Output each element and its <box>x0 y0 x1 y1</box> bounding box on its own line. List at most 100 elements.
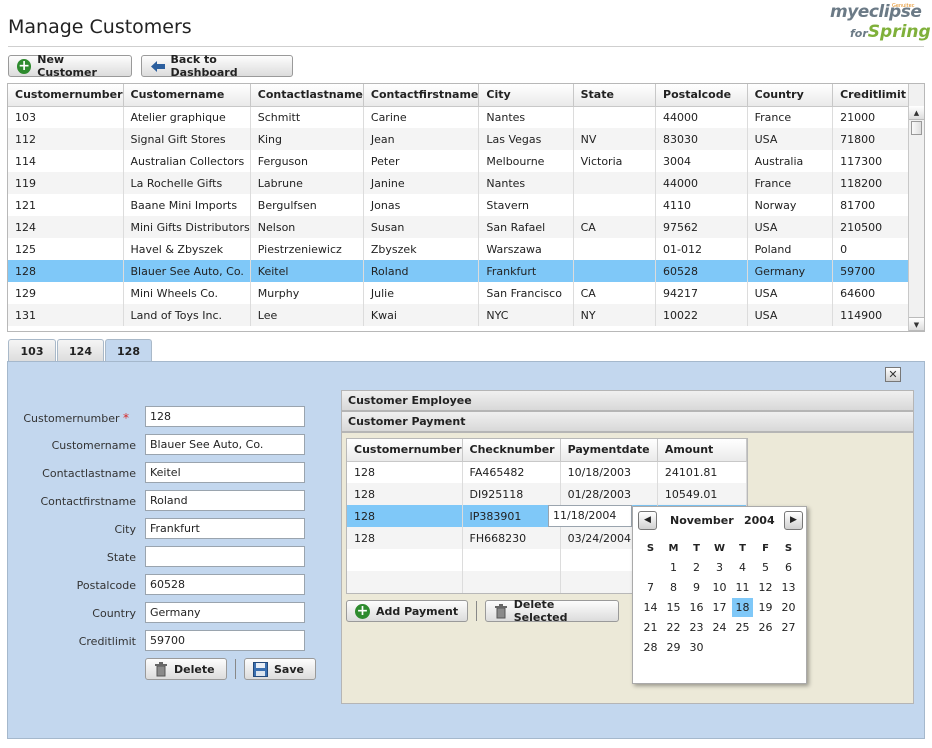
calendar-day[interactable]: 6 <box>785 561 792 574</box>
calendar-day[interactable]: 9 <box>693 581 700 594</box>
calendar-day[interactable]: 29 <box>666 641 681 654</box>
calendar-day[interactable]: 26 <box>758 621 773 634</box>
previous-month-arrow-icon[interactable]: ◀ <box>638 511 657 530</box>
column-header[interactable]: Contactlastname <box>250 84 364 107</box>
field-input-contactlastname[interactable]: Keitel <box>145 462 305 483</box>
column-header[interactable]: Customername <box>123 84 251 107</box>
calendar-day[interactable]: 20 <box>781 601 796 614</box>
calendar-day[interactable]: 17 <box>712 601 727 614</box>
calendar-day[interactable]: 22 <box>666 621 681 634</box>
field-input-contactfirstname[interactable]: Roland <box>145 490 305 511</box>
calendar-day[interactable]: 7 <box>647 581 654 594</box>
plus-icon: + <box>355 602 370 619</box>
table-row[interactable]: 114 Australian Collectors Ferguson Peter Mel… <box>8 150 924 172</box>
table-row[interactable]: 124 Mini Gifts Distributors Nelson Susan San… <box>8 216 924 238</box>
field-input-state[interactable] <box>145 546 305 567</box>
tab-customer-128[interactable]: 128 <box>105 339 152 363</box>
product-logo: myeclipse Genuitec forSpring <box>830 2 931 42</box>
table-row[interactable]: 129 Mini Wheels Co. Murphy Julie San Francis… <box>8 282 924 304</box>
table-cell: 103 <box>8 106 124 128</box>
calendar-day[interactable]: 30 <box>689 641 704 654</box>
table-cell: Melbourne <box>478 150 574 172</box>
table-cell: Zbyszek <box>363 238 480 260</box>
table-cell: NV <box>573 128 657 150</box>
section-customer-payment[interactable]: Customer Payment <box>341 411 914 432</box>
calendar-day[interactable]: 13 <box>781 581 796 594</box>
field-label: Contactlastname <box>42 467 136 480</box>
calendar-day[interactable]: 16 <box>689 601 704 614</box>
calendar-day[interactable]: 1 <box>670 561 677 574</box>
column-header[interactable]: Postalcode <box>655 84 748 107</box>
calendar-day[interactable]: 18 <box>732 598 753 617</box>
calendar-day[interactable]: 5 <box>762 561 769 574</box>
field-input-creditlimit[interactable]: 59700 <box>145 630 305 651</box>
field-input-postalcode[interactable]: 60528 <box>145 574 305 595</box>
calendar-day[interactable]: 2 <box>693 561 700 574</box>
scroll-thumb[interactable] <box>911 121 922 135</box>
table-row[interactable]: 131 Land of Toys Inc. Lee Kwai NYC NY 10022 USA… <box>8 304 924 326</box>
column-header[interactable]: Amount <box>657 439 747 462</box>
field-input-customernumber[interactable]: 128 <box>145 406 305 427</box>
table-cell: 128 <box>347 527 463 549</box>
tab-customer-124[interactable]: 124 <box>57 339 104 362</box>
calendar-day[interactable]: 3 <box>716 561 723 574</box>
calendar-day[interactable]: 14 <box>643 601 658 614</box>
calendar-day[interactable]: 28 <box>643 641 658 654</box>
back-to-dashboard-button[interactable]: Back to Dashboard <box>141 53 293 79</box>
calendar-day[interactable]: 27 <box>781 621 796 634</box>
table-row[interactable]: 128 Blauer See Auto, Co. Keitel Roland Frank… <box>8 260 924 282</box>
table-row[interactable]: 128 DI925118 01/28/2003 10549.01 <box>347 483 747 505</box>
column-header[interactable]: Creditlimit <box>832 84 924 107</box>
field-input-country[interactable]: Germany <box>145 602 305 623</box>
calendar-day[interactable]: 10 <box>712 581 727 594</box>
table-row[interactable]: 112 Signal Gift Stores King Jean Las Vegas NV… <box>8 128 924 150</box>
close-icon[interactable]: ✕ <box>885 367 901 382</box>
table-row[interactable]: 125 Havel & Zbyszek Piestrzeniewicz Zbyszek… <box>8 238 924 260</box>
calendar-day[interactable]: 25 <box>735 621 750 634</box>
delete-selected-button[interactable]: Delete Selected <box>485 598 619 624</box>
section-customer-employee[interactable]: Customer Employee <box>341 390 914 411</box>
column-header[interactable]: City <box>478 84 574 107</box>
calendar-day[interactable]: 8 <box>670 581 677 594</box>
column-header[interactable]: Country <box>747 84 834 107</box>
column-header[interactable]: Paymentdate <box>560 439 658 462</box>
calendar-day[interactable]: 23 <box>689 621 704 634</box>
grid-scrollbar[interactable]: ▲ ▼ <box>908 84 924 331</box>
payment-date-editor[interactable]: 11/18/2004 <box>548 505 632 527</box>
customers-grid[interactable]: Customernumber Customername Contactlastnam… <box>7 83 925 332</box>
table-cell: Ferguson <box>250 150 364 172</box>
table-cell: 83030 <box>655 128 748 150</box>
table-row[interactable]: 121 Baane Mini Imports Bergulfsen Jonas Stav… <box>8 194 924 216</box>
calendar-day[interactable]: 15 <box>666 601 681 614</box>
table-row[interactable]: 119 La Rochelle Gifts Labrune Janine Nantes 4… <box>8 172 924 194</box>
calendar-day[interactable]: 19 <box>758 601 773 614</box>
delete-button[interactable]: Delete <box>145 658 227 680</box>
scroll-down-arrow-icon[interactable]: ▼ <box>909 317 924 331</box>
column-header[interactable]: State <box>573 84 657 107</box>
next-month-arrow-icon[interactable]: ▶ <box>784 511 803 530</box>
save-button[interactable]: Save <box>244 658 316 680</box>
weekday-label: T <box>693 543 700 554</box>
add-payment-button[interactable]: + Add Payment <box>346 600 468 622</box>
scroll-up-arrow-icon[interactable]: ▲ <box>909 106 924 120</box>
table-row[interactable]: 128 FA465482 10/18/2003 24101.81 <box>347 461 747 483</box>
field-input-city[interactable]: Frankfurt <box>145 518 305 539</box>
table-row[interactable]: 103 Atelier graphique Schmitt Carine Nantes 4… <box>8 106 924 128</box>
calendar-day[interactable]: 21 <box>643 621 658 634</box>
column-header[interactable]: Customernumber <box>8 84 124 107</box>
plus-icon: + <box>17 57 32 74</box>
calendar-day[interactable]: 24 <box>712 621 727 634</box>
table-cell: Stavern <box>478 194 574 216</box>
column-header[interactable]: Customernumber <box>347 439 463 462</box>
field-input-customername[interactable]: Blauer See Auto, Co. <box>145 434 305 455</box>
column-header[interactable]: Checknumber <box>462 439 561 462</box>
table-cell: Mini Gifts Distributors <box>123 216 251 238</box>
calendar-day[interactable]: 4 <box>739 561 746 574</box>
new-customer-button[interactable]: + New Customer <box>8 53 132 79</box>
date-picker-calendar[interactable]: ◀ November 2004 ▶ S M T W T F S 1 2 3 4 5 6 7 8 9 10 11 12… <box>632 506 807 684</box>
calendar-day[interactable]: 11 <box>735 581 750 594</box>
weekday-label: F <box>762 543 769 554</box>
calendar-day[interactable]: 12 <box>758 581 773 594</box>
column-header[interactable]: Contactfirstname <box>363 84 480 107</box>
tab-customer-103[interactable]: 103 <box>8 339 56 362</box>
